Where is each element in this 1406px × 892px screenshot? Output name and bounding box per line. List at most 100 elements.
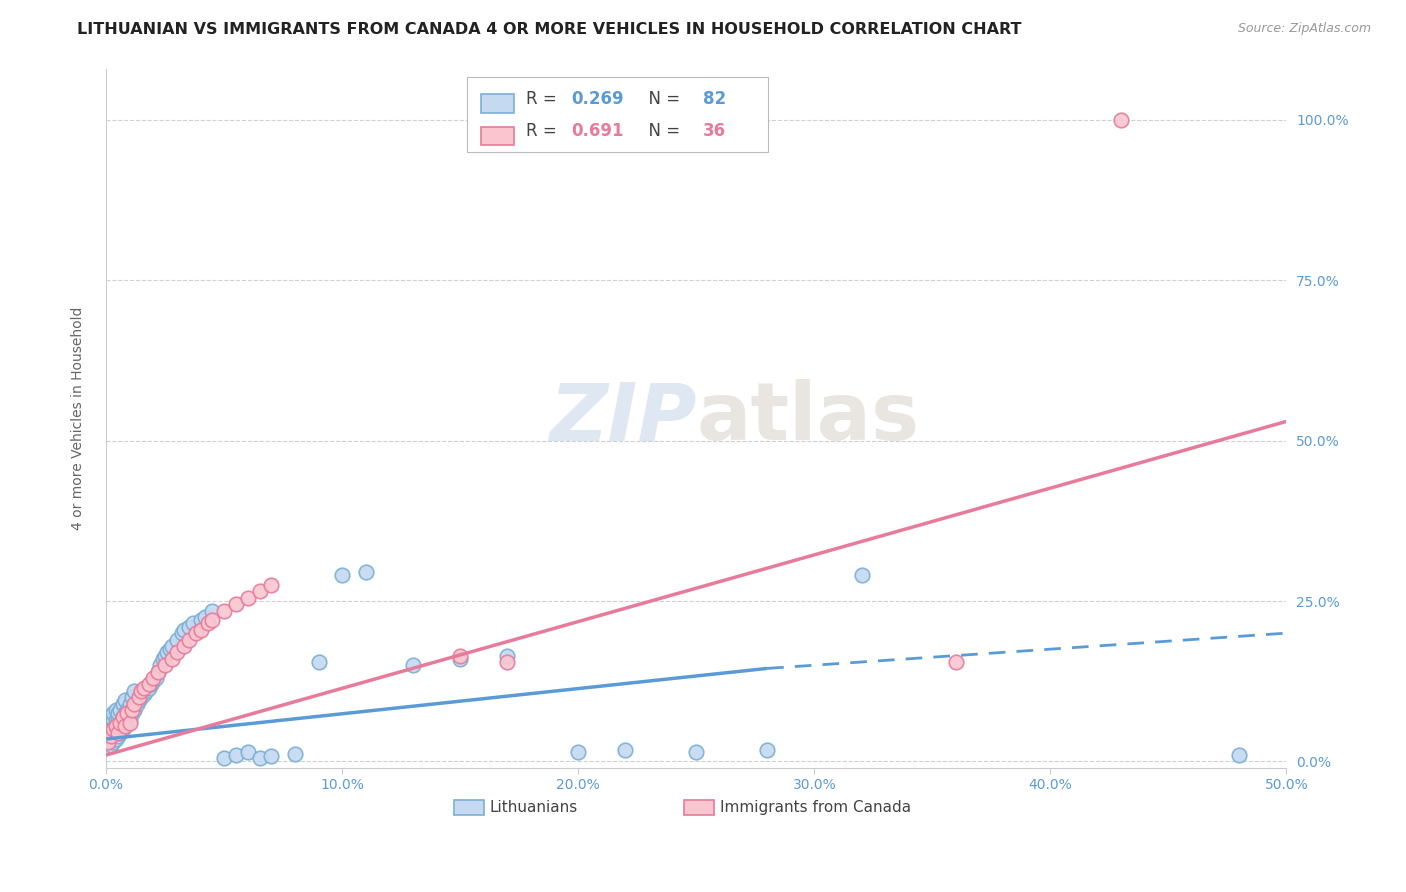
Point bbox=[496, 648, 519, 663]
Point bbox=[138, 681, 160, 695]
Text: R =: R = bbox=[526, 89, 562, 108]
Point bbox=[131, 690, 153, 705]
Point bbox=[104, 731, 127, 746]
Point bbox=[354, 565, 377, 579]
FancyBboxPatch shape bbox=[481, 94, 515, 112]
Point bbox=[110, 703, 132, 717]
Point bbox=[756, 743, 779, 757]
Text: atlas: atlas bbox=[696, 379, 920, 458]
Point bbox=[124, 684, 146, 698]
Point bbox=[160, 639, 183, 653]
Point bbox=[107, 713, 129, 727]
Text: 36: 36 bbox=[703, 122, 727, 140]
Point bbox=[114, 719, 136, 733]
Point bbox=[114, 719, 136, 733]
Text: N =: N = bbox=[638, 122, 686, 140]
Point bbox=[101, 729, 124, 743]
Point bbox=[118, 697, 141, 711]
Point bbox=[110, 715, 132, 730]
Point bbox=[114, 693, 136, 707]
Point bbox=[153, 658, 176, 673]
Point bbox=[111, 723, 134, 737]
Point bbox=[118, 715, 141, 730]
Point bbox=[132, 681, 155, 695]
Point bbox=[212, 604, 235, 618]
Point bbox=[260, 578, 283, 592]
Point bbox=[107, 723, 129, 737]
Point bbox=[249, 584, 271, 599]
Point bbox=[104, 719, 127, 733]
Point bbox=[121, 706, 143, 721]
Point bbox=[111, 709, 134, 723]
Point bbox=[124, 697, 146, 711]
Point bbox=[685, 745, 707, 759]
Point bbox=[614, 743, 637, 757]
Point bbox=[153, 648, 176, 663]
Point bbox=[101, 723, 124, 737]
Point bbox=[101, 735, 124, 749]
Point bbox=[97, 729, 120, 743]
Point bbox=[402, 658, 425, 673]
Point bbox=[104, 713, 127, 727]
Point bbox=[449, 652, 471, 666]
Point bbox=[111, 697, 134, 711]
Point bbox=[114, 706, 136, 721]
Point bbox=[170, 626, 193, 640]
Point bbox=[97, 735, 120, 749]
Point bbox=[138, 677, 160, 691]
Point bbox=[146, 665, 169, 679]
Text: 0.691: 0.691 bbox=[571, 122, 624, 140]
Point bbox=[101, 713, 124, 727]
Point bbox=[97, 715, 120, 730]
Point bbox=[177, 632, 200, 647]
Point bbox=[201, 613, 224, 627]
Point bbox=[1109, 112, 1132, 127]
Point bbox=[101, 706, 124, 721]
Point bbox=[128, 693, 150, 707]
FancyBboxPatch shape bbox=[481, 127, 515, 145]
Point bbox=[173, 623, 195, 637]
Point bbox=[225, 747, 247, 762]
Point bbox=[97, 723, 120, 737]
Point bbox=[225, 597, 247, 611]
Point bbox=[160, 652, 183, 666]
Point bbox=[166, 632, 188, 647]
Point bbox=[236, 745, 259, 759]
Point bbox=[107, 706, 129, 721]
Point bbox=[100, 713, 122, 727]
Point bbox=[142, 674, 165, 689]
Point bbox=[146, 665, 169, 679]
Point bbox=[149, 658, 172, 673]
Point bbox=[110, 725, 132, 739]
Point bbox=[190, 613, 212, 627]
Point bbox=[201, 604, 224, 618]
Text: Source: ZipAtlas.com: Source: ZipAtlas.com bbox=[1237, 22, 1371, 36]
Point bbox=[128, 690, 150, 705]
Point bbox=[124, 703, 146, 717]
Point bbox=[121, 690, 143, 705]
Point bbox=[184, 626, 207, 640]
FancyBboxPatch shape bbox=[454, 800, 484, 815]
Point bbox=[100, 729, 122, 743]
Point bbox=[100, 731, 122, 746]
Point bbox=[100, 739, 122, 753]
Text: 0.269: 0.269 bbox=[571, 89, 624, 108]
Point bbox=[132, 687, 155, 701]
Point bbox=[107, 729, 129, 743]
Point bbox=[197, 616, 219, 631]
Point bbox=[260, 749, 283, 764]
Point bbox=[851, 568, 873, 582]
Point bbox=[159, 642, 181, 657]
Point bbox=[330, 568, 353, 582]
Point bbox=[173, 639, 195, 653]
Point bbox=[212, 751, 235, 765]
Point bbox=[284, 747, 307, 761]
Text: ZIP: ZIP bbox=[548, 379, 696, 458]
Point bbox=[567, 745, 589, 759]
Point bbox=[110, 715, 132, 730]
Point bbox=[142, 671, 165, 685]
Point bbox=[449, 648, 471, 663]
FancyBboxPatch shape bbox=[467, 77, 768, 153]
FancyBboxPatch shape bbox=[685, 800, 714, 815]
Point bbox=[190, 623, 212, 637]
